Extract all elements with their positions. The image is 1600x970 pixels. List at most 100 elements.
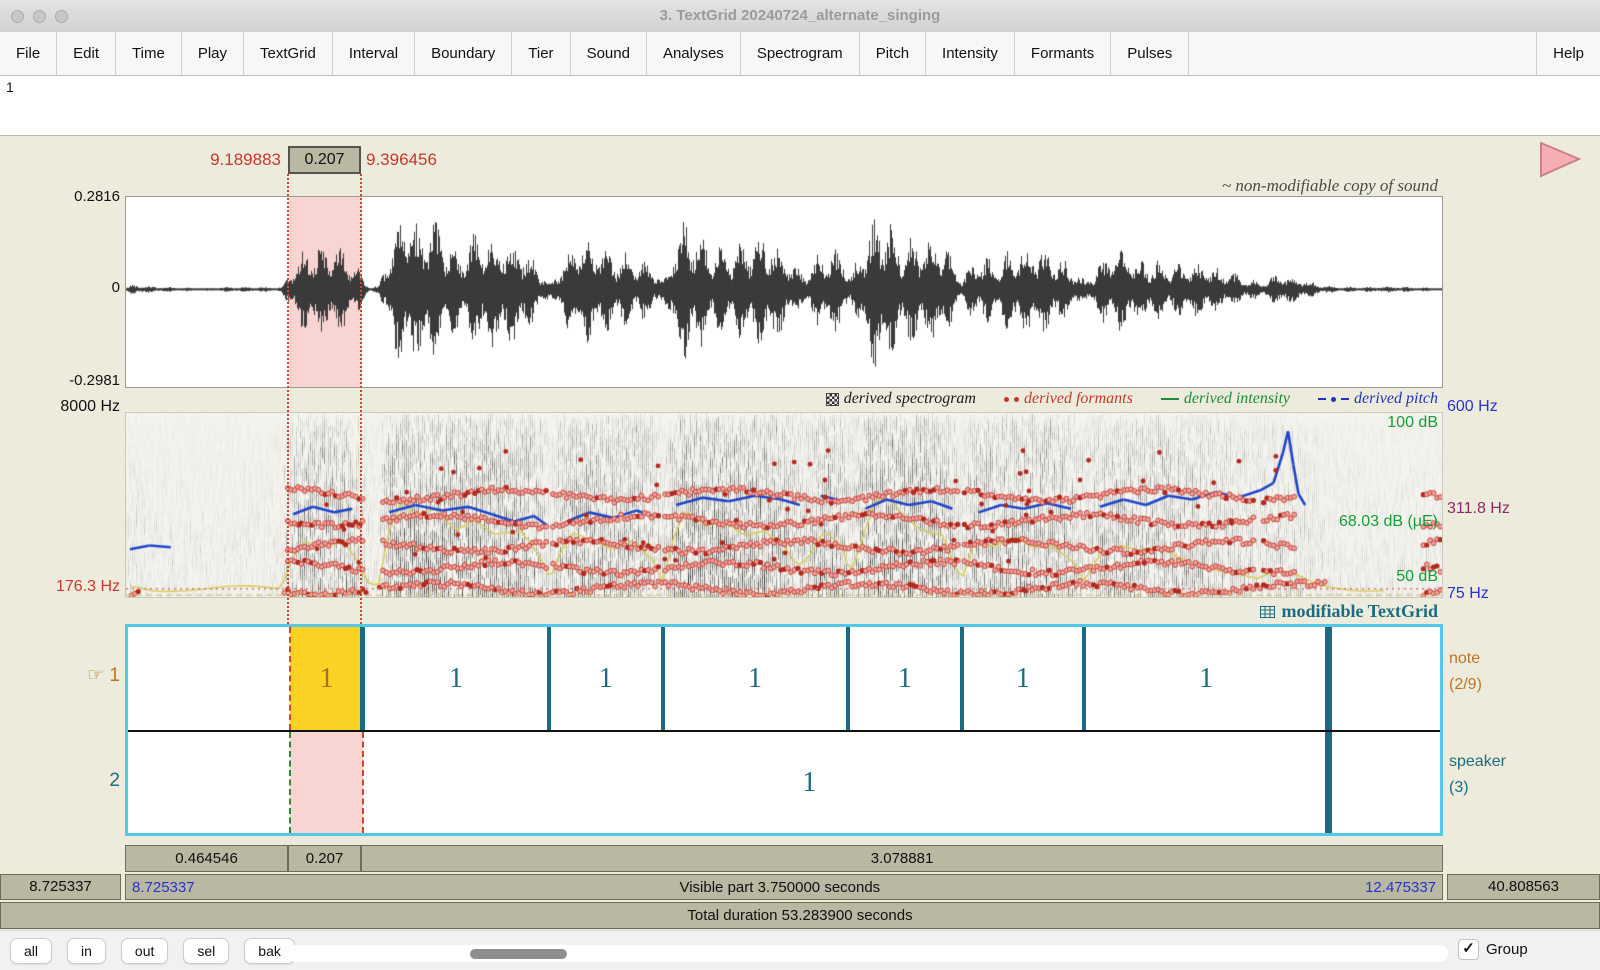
menu-intensity[interactable]: Intensity <box>926 32 1015 75</box>
formant-dots-icon <box>1003 396 1009 402</box>
interval-boundary[interactable] <box>547 627 552 730</box>
interval-1[interactable]: 1 <box>897 662 912 694</box>
interval-1[interactable]: 1 <box>290 627 363 730</box>
visible-start-time: 8.725337 <box>132 878 195 896</box>
selection-end-cursor-line[interactable] <box>360 174 363 624</box>
tier-2-speaker[interactable]: 1 <box>128 732 1440 833</box>
intensity-value-label: 68.03 dB (μE) <box>1338 513 1438 530</box>
group-toggle[interactable]: ✓ Group <box>1458 939 1528 960</box>
selection-start-time[interactable]: 9.189883 <box>210 150 281 169</box>
zoom-bak-button[interactable]: bak <box>244 938 295 964</box>
selection-duration: 0.207 <box>304 151 345 168</box>
minimize-icon[interactable] <box>33 10 46 23</box>
amplitude-max-label: 0.2816 <box>74 188 120 205</box>
selected-boundary-line[interactable] <box>289 627 292 730</box>
intensity-line-icon <box>1160 398 1179 400</box>
zoom-in-button[interactable]: in <box>67 938 106 964</box>
ruler-segment[interactable]: 0.207 <box>288 845 362 872</box>
pitch-cursor-value-label: 176.3 Hz <box>55 578 120 595</box>
intensity-range-top-label: 100 dB <box>1387 414 1438 431</box>
interval-empty[interactable] <box>1328 627 1440 730</box>
interval-text-field[interactable] <box>0 76 1600 136</box>
selected-boundary-line-green[interactable] <box>289 732 292 833</box>
interval-boundary[interactable] <box>1324 732 1332 833</box>
zoom-sel-button[interactable]: sel <box>183 938 230 964</box>
interval-1[interactable]: 1 <box>1015 662 1030 694</box>
group-label: Group <box>1486 941 1528 958</box>
bottom-toolbar: all in out sel bak ✓ Group <box>0 930 1600 970</box>
time-after-visible-box[interactable]: 40.808563 <box>1447 874 1600 900</box>
zoom-out-button[interactable]: out <box>120 938 169 964</box>
tier-1-note[interactable]: 1 1 1 1 1 1 1 <box>128 627 1440 730</box>
zoom-icon[interactable] <box>55 10 68 23</box>
tier-1-name[interactable]: note <box>1449 650 1481 667</box>
horizontal-scrollbar[interactable] <box>288 945 1448 962</box>
interval-empty[interactable] <box>128 732 290 833</box>
title-bar: 3. TextGrid 20240724_alternate_singing <box>0 0 1600 33</box>
menu-spectrogram[interactable]: Spectrogram <box>740 32 860 75</box>
waveform-canvas[interactable] <box>126 197 1442 387</box>
spectrogram-panel[interactable] <box>125 412 1443 598</box>
menu-bar: File Edit Time Play TextGrid Interval Boundary… <box>0 32 1600 76</box>
menu-pulses[interactable]: Pulses <box>1111 32 1190 75</box>
interval-1[interactable]: 1 <box>598 662 613 694</box>
tier-2-name[interactable]: speaker <box>1449 753 1506 770</box>
selection-edge-line[interactable] <box>361 732 364 833</box>
scrollbar-thumb[interactable] <box>470 949 567 959</box>
group-checkbox[interactable]: ✓ <box>1458 939 1479 960</box>
interval-boundary[interactable] <box>1324 627 1332 730</box>
play-triangle-icon[interactable] <box>1538 141 1582 178</box>
menu-sound[interactable]: Sound <box>570 32 647 75</box>
menu-file[interactable]: File <box>0 32 58 75</box>
menu-help[interactable]: Help <box>1536 32 1600 75</box>
analysis-legend: derived spectrogram derived formants deriv… <box>125 390 1438 408</box>
interval-boundary[interactable] <box>960 627 965 730</box>
selection-end-time[interactable]: 9.396456 <box>366 150 437 169</box>
spectrogram-top-frequency-label: 8000 Hz <box>60 398 120 415</box>
pitch-range-top-label: 600 Hz <box>1447 398 1498 415</box>
interval-empty[interactable] <box>1328 732 1440 833</box>
tier-2-number[interactable]: 2 <box>109 770 120 791</box>
interval-boundary[interactable] <box>845 627 850 730</box>
menu-tier[interactable]: Tier <box>512 32 571 75</box>
zoom-all-button[interactable]: all <box>10 938 53 964</box>
tier-1-number[interactable]: ☞ 1 <box>87 665 120 686</box>
close-icon[interactable] <box>11 10 24 23</box>
ruler-segment[interactable]: 3.078881 <box>361 845 1443 872</box>
spectrogram-canvas[interactable] <box>126 413 1442 597</box>
pitch-range-bottom-label: 75 Hz <box>1447 585 1489 602</box>
interval-1[interactable]: 1 <box>448 662 463 694</box>
menu-boundary[interactable]: Boundary <box>415 32 513 75</box>
legend-dots: derived formants <box>1003 390 1133 408</box>
menu-time[interactable]: Time <box>116 32 182 75</box>
selection-duration-box[interactable]: 0.207 <box>288 146 361 174</box>
interval-boundary[interactable] <box>660 627 665 730</box>
selection-highlight <box>290 732 363 833</box>
ruler-segment[interactable]: 0.464546 <box>125 845 289 872</box>
interval-1[interactable]: 1 <box>802 766 817 798</box>
interval-1[interactable]: 1 <box>1199 662 1214 694</box>
menu-textgrid[interactable]: TextGrid <box>244 32 333 75</box>
tier-divider <box>128 730 1440 732</box>
interval-boundary[interactable] <box>1081 627 1086 730</box>
pointing-hand-icon: ☞ <box>87 665 105 686</box>
checker-icon <box>825 392 839 406</box>
interval-empty[interactable] <box>128 627 290 730</box>
menu-interval[interactable]: Interval <box>332 32 416 75</box>
intensity-range-bottom-label: 50 dB <box>1396 568 1438 585</box>
interval-boundary[interactable] <box>360 627 366 730</box>
pitch-value-label: 311.8 Hz <box>1447 500 1510 517</box>
menu-analyses[interactable]: Analyses <box>646 32 741 75</box>
tier-1-count: (2/9) <box>1449 676 1482 693</box>
menu-edit[interactable]: Edit <box>57 32 117 75</box>
menu-formants[interactable]: Formants <box>1014 32 1112 75</box>
time-before-visible-box[interactable]: 8.725337 <box>0 874 121 900</box>
total-duration-bar[interactable]: Total duration 53.283900 seconds <box>0 902 1600 929</box>
visible-part-bar[interactable]: 8.725337 Visible part 3.750000 seconds 1… <box>125 874 1443 900</box>
zoom-button-row: all in out sel bak <box>10 938 295 964</box>
waveform-panel[interactable] <box>125 196 1443 388</box>
interval-1[interactable]: 1 <box>748 662 763 694</box>
selection-start-cursor-line[interactable] <box>287 174 290 624</box>
menu-pitch[interactable]: Pitch <box>859 32 927 75</box>
menu-play[interactable]: Play <box>181 32 244 75</box>
